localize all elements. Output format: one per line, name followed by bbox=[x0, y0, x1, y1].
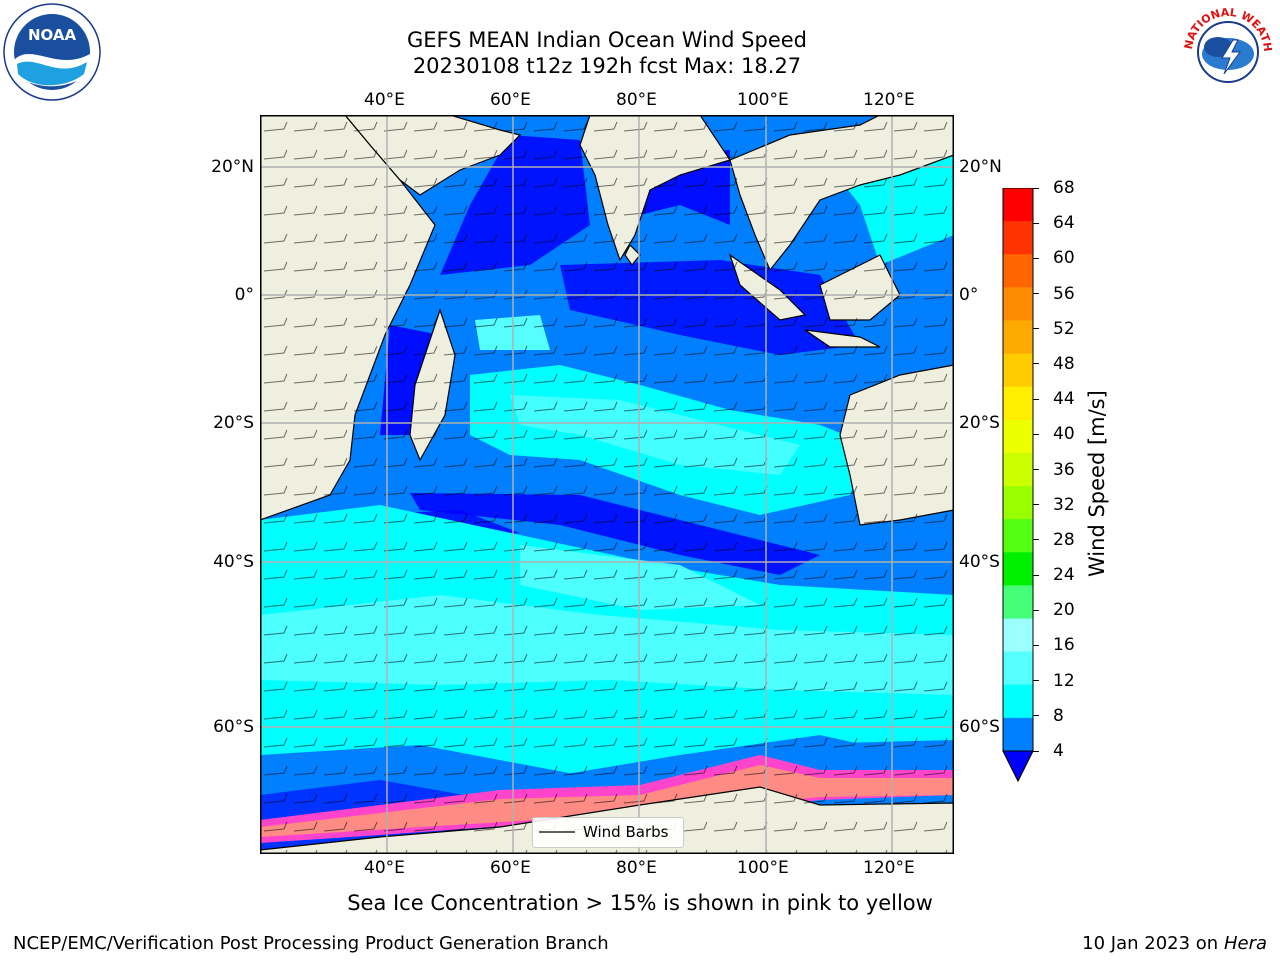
colorbar-tick-mark bbox=[1033, 469, 1039, 470]
colorbar-tick-mark bbox=[1033, 504, 1039, 506]
colorbar-segment bbox=[1003, 188, 1033, 222]
gridlines bbox=[260, 115, 954, 854]
colorbar-segment bbox=[1003, 320, 1033, 355]
colorbar-svg bbox=[1002, 187, 1034, 783]
colorbar-tick-mark bbox=[1033, 609, 1039, 611]
legend-line-icon bbox=[539, 831, 575, 833]
colorbar-tick-label: 32 bbox=[1053, 494, 1075, 515]
colorbar-tick-label: 44 bbox=[1053, 389, 1075, 410]
title-line-2: 20230108 t12z 192h fcst Max: 18.27 bbox=[412, 54, 802, 78]
lon-tick-top-120e: 120°E bbox=[863, 90, 915, 110]
colorbar-segment bbox=[1003, 221, 1033, 255]
colorbar-segment bbox=[1003, 585, 1033, 620]
sea-ice-note: Sea Ice Concentration > 15% is shown in … bbox=[347, 891, 933, 915]
title: GEFS MEAN Indian Ocean Wind Speed 202301… bbox=[260, 27, 954, 79]
colorbar-tick-label: 48 bbox=[1053, 353, 1075, 374]
colorbar-tick-label: 56 bbox=[1053, 283, 1075, 304]
colorbar bbox=[1000, 187, 1036, 783]
lat-tick-right-40s: 40°S bbox=[959, 552, 1000, 572]
colorbar-tick-label: 28 bbox=[1053, 529, 1075, 550]
colorbar-tick-mark bbox=[1033, 539, 1039, 541]
colorbar-tick-mark bbox=[1033, 293, 1039, 295]
colorbar-tick-mark bbox=[1033, 680, 1039, 682]
map-panel bbox=[260, 115, 954, 854]
colorbar-tick-mark bbox=[1033, 222, 1039, 224]
lat-tick-right-60s: 60°S bbox=[959, 717, 1000, 737]
colorbar-segment bbox=[1003, 717, 1033, 752]
colorbar-label: Wind Speed [m/s] bbox=[1085, 390, 1109, 577]
colorbar-tick-label: 20 bbox=[1053, 600, 1075, 621]
colorbar-tick-mark bbox=[1033, 574, 1039, 576]
lon-tick-bottom-120e: 120°E bbox=[863, 858, 915, 878]
lon-tick-top-40e: 40°E bbox=[364, 90, 405, 110]
lat-tick-right-0: 0° bbox=[959, 285, 979, 305]
colorbar-segment bbox=[1003, 353, 1033, 388]
colorbar-tick-label: 4 bbox=[1053, 741, 1064, 761]
footer-date-text: 10 Jan 2023 on bbox=[1082, 933, 1224, 954]
colorbar-segment bbox=[1003, 486, 1033, 520]
colorbar-segment bbox=[1003, 618, 1033, 653]
colorbar-tick-mark bbox=[1033, 644, 1039, 646]
colorbar-tick-mark bbox=[1033, 257, 1039, 259]
colorbar-tick-label: 24 bbox=[1053, 565, 1075, 586]
lat-tick-right-20n: 20°N bbox=[959, 157, 1002, 177]
colorbar-segment bbox=[1003, 684, 1033, 719]
footer-credit: NCEP/EMC/Verification Post Processing Pr… bbox=[13, 933, 609, 954]
lon-tick-bottom-100e: 100°E bbox=[737, 858, 789, 878]
colorbar-segment bbox=[1003, 452, 1033, 487]
colorbar-tick-label: 8 bbox=[1053, 705, 1064, 726]
colorbar-segment bbox=[1003, 254, 1033, 288]
colorbar-tick-label: 12 bbox=[1053, 670, 1075, 691]
colorbar-segment bbox=[1003, 552, 1033, 586]
lat-tick-right-20s: 20°S bbox=[959, 413, 1000, 433]
colorbar-tick-label: 52 bbox=[1053, 318, 1075, 339]
colorbar-segment bbox=[1003, 419, 1033, 454]
lat-tick-left-60s: 60°S bbox=[213, 717, 254, 737]
colorbar-tick-label: 68 bbox=[1053, 178, 1075, 198]
colorbar-tick-label: 16 bbox=[1053, 635, 1075, 656]
noaa-logo-text: NOAA bbox=[28, 26, 77, 44]
colorbar-tick-mark bbox=[1033, 750, 1039, 752]
colorbar-tick-label: 60 bbox=[1053, 248, 1075, 269]
wind-barbs-field bbox=[260, 115, 954, 854]
lon-tick-bottom-80e: 80°E bbox=[616, 858, 657, 878]
colorbar-tick-label: 40 bbox=[1053, 424, 1075, 445]
footer-host: Hera bbox=[1223, 933, 1267, 954]
lon-tick-top-80e: 80°E bbox=[616, 90, 657, 110]
map-frame bbox=[260, 115, 954, 854]
wind-speed-map bbox=[260, 115, 954, 854]
colorbar-segment bbox=[1003, 287, 1033, 321]
noaa-logo: NOAA bbox=[2, 2, 102, 102]
colorbar-tick-label: 64 bbox=[1053, 213, 1075, 234]
colorbar-tick-mark bbox=[1033, 328, 1039, 330]
lat-tick-left-0: 0° bbox=[234, 285, 254, 305]
colorbar-tick-label: 36 bbox=[1053, 459, 1075, 480]
colorbar-tick-mark bbox=[1033, 715, 1039, 717]
colorbar-extend-arrow bbox=[1002, 750, 1034, 783]
colorbar-frame bbox=[1002, 187, 1034, 783]
legend-label: Wind Barbs bbox=[583, 823, 669, 841]
colorbar-tick-mark bbox=[1033, 433, 1039, 435]
wind-barbs-legend: Wind Barbs bbox=[532, 817, 684, 848]
colorbar-tick-mark bbox=[1033, 187, 1039, 189]
footer-date: 10 Jan 2023 on Hera bbox=[1082, 933, 1267, 954]
lat-tick-left-40s: 40°S bbox=[213, 552, 254, 572]
colorbar-segment bbox=[1003, 519, 1033, 553]
colorbar-segment bbox=[1003, 651, 1033, 686]
nws-logo: NATIONAL WEATHER SERVICE bbox=[1174, 0, 1278, 102]
lat-tick-left-20s: 20°S bbox=[213, 413, 254, 433]
lon-tick-top-100e: 100°E bbox=[737, 90, 789, 110]
title-line-1: GEFS MEAN Indian Ocean Wind Speed bbox=[406, 28, 808, 52]
lon-tick-bottom-40e: 40°E bbox=[364, 858, 405, 878]
lat-tick-left-20n: 20°N bbox=[211, 157, 254, 177]
colorbar-segment bbox=[1003, 386, 1033, 421]
lon-tick-top-60e: 60°E bbox=[490, 90, 531, 110]
colorbar-tick-mark bbox=[1033, 363, 1039, 365]
lon-tick-bottom-60e: 60°E bbox=[490, 858, 531, 878]
colorbar-tick-mark bbox=[1033, 398, 1039, 400]
